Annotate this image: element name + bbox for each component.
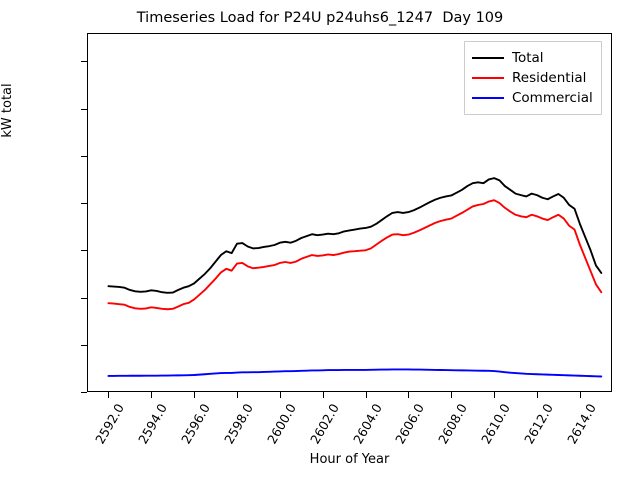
x-tick-mark (451, 392, 453, 398)
legend-label: Total (512, 50, 544, 66)
x-tick-mark (322, 392, 324, 398)
y-tick-mark (81, 108, 87, 110)
x-tick-mark (237, 392, 238, 398)
legend-item-commercial[interactable]: Commercial (472, 88, 593, 108)
legend-swatch-residential-icon (472, 77, 504, 79)
y-tick-mark (81, 203, 87, 205)
x-tick-mark (537, 392, 538, 398)
x-tick-mark (579, 392, 581, 398)
y-tick-mark (81, 250, 87, 252)
x-tick-mark (194, 392, 196, 398)
x-tick-mark (365, 392, 367, 398)
x-tick-mark (151, 392, 153, 398)
legend-swatch-commercial-icon (472, 97, 504, 99)
legend-label: Residential (512, 70, 587, 86)
chart-title: Timeseries Load for P24U p24uhs6_1247 Da… (136, 10, 504, 26)
legend-label: Commercial (512, 90, 593, 106)
legend-swatch-total-icon (472, 57, 504, 59)
series-line-total (107, 177, 603, 294)
series-line-residential (107, 199, 603, 311)
legend-item-residential[interactable]: Residential (472, 68, 593, 88)
x-tick-mark (494, 392, 496, 398)
chart-legend: Total Residential Commercial (464, 41, 602, 115)
legend-item-total[interactable]: Total (472, 48, 593, 68)
y-tick-mark (81, 155, 87, 157)
y-axis-label: kW total (0, 83, 15, 138)
x-tick-mark (108, 392, 110, 398)
series-line-commercial (107, 368, 603, 378)
y-tick-mark (81, 61, 87, 63)
x-tick-mark (408, 392, 410, 398)
y-tick-mark (81, 344, 87, 346)
series-lines (107, 177, 603, 378)
y-tick-mark (81, 297, 87, 299)
y-tick-mark (81, 392, 87, 393)
x-axis-label: Hour of Year (309, 452, 390, 467)
x-tick-mark (279, 392, 281, 398)
